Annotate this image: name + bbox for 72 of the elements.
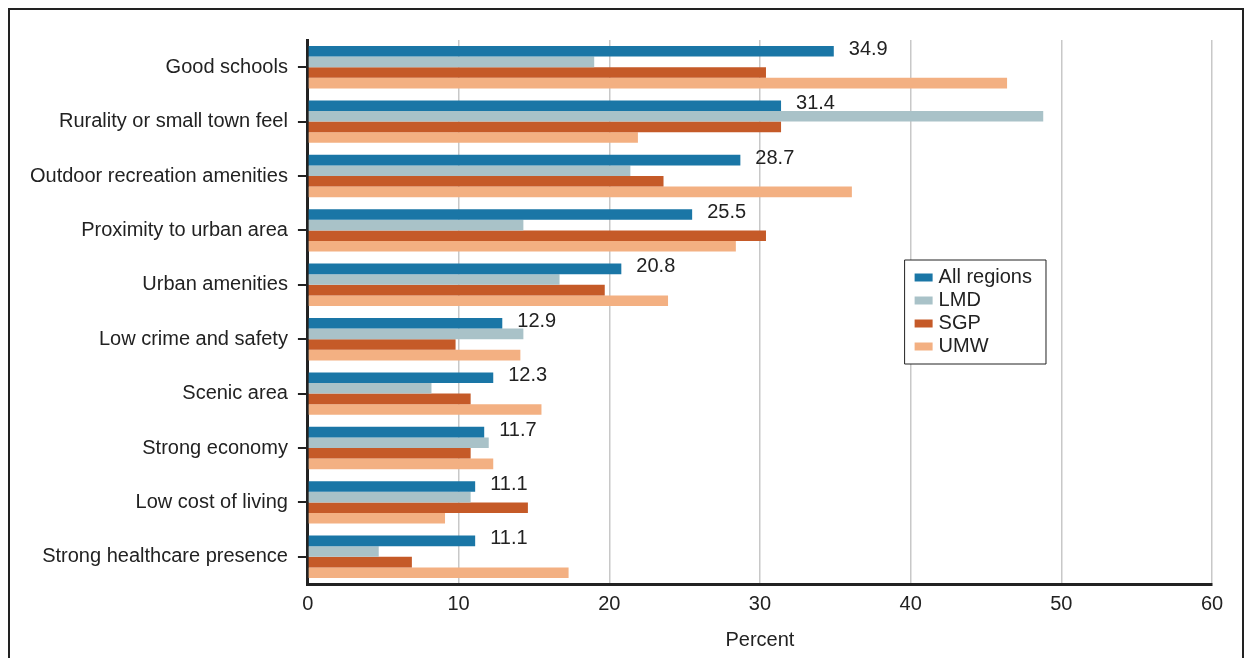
- bar: [308, 186, 852, 198]
- bar: [308, 372, 494, 383]
- bar: [308, 165, 631, 176]
- bar: [308, 317, 503, 329]
- y-tick-label: Low cost of living: [135, 489, 288, 512]
- data-label: 25.5: [707, 200, 747, 222]
- y-tick-label: Proximity to urban area: [81, 217, 289, 240]
- y-tick-label: Scenic area: [182, 381, 289, 404]
- x-axis-title: Percent: [725, 627, 795, 650]
- bar: [308, 491, 471, 503]
- bar: [308, 284, 605, 296]
- y-tick-label: Rurality or small town feel: [58, 109, 288, 132]
- y-tick-label: Strong economy: [142, 435, 288, 458]
- legend-label: All regions: [938, 265, 1032, 288]
- bar: [308, 339, 456, 350]
- bar: [308, 209, 693, 220]
- bar: [308, 535, 476, 547]
- x-tick-label: 10: [447, 591, 470, 614]
- data-label: 12.3: [508, 363, 548, 386]
- bar: [308, 448, 471, 459]
- bar: [308, 132, 638, 143]
- bar: [308, 219, 524, 231]
- bar: [308, 100, 782, 111]
- bar: [308, 121, 782, 133]
- bar: [308, 110, 1044, 122]
- y-tick-label: Outdoor recreation amenities: [29, 163, 288, 186]
- bar: [308, 67, 766, 78]
- bar: [308, 154, 741, 166]
- y-tick-label: Urban amenities: [142, 272, 288, 295]
- bar: [308, 45, 834, 57]
- bar: [308, 556, 412, 568]
- x-tick-label: 0: [302, 591, 314, 614]
- y-tick-label: Good schools: [165, 54, 288, 77]
- bar: [308, 567, 569, 579]
- bar: [308, 328, 524, 340]
- bar: [308, 295, 669, 307]
- bar: [308, 263, 622, 275]
- x-tick-label: 50: [1050, 591, 1073, 614]
- x-tick-label: 30: [748, 591, 772, 614]
- x-tick-label: 40: [899, 591, 922, 614]
- data-label: 12.9: [517, 308, 557, 331]
- bar: [308, 274, 560, 285]
- x-tick-label: 60: [1200, 591, 1224, 614]
- bar: [308, 349, 521, 361]
- bar: [308, 437, 489, 448]
- y-tick-label: Strong healthcare presence: [42, 544, 288, 567]
- bar: [308, 241, 736, 252]
- bar: [308, 404, 542, 415]
- data-label: 20.8: [636, 254, 676, 277]
- bar: [308, 546, 379, 557]
- data-label: 11.1: [490, 472, 528, 494]
- data-label: 31.4: [796, 91, 835, 114]
- bar: [308, 176, 664, 187]
- bar: [308, 230, 766, 242]
- bar: [308, 458, 494, 470]
- bar: [308, 56, 595, 68]
- legend-label: LMD: [938, 288, 981, 311]
- legend-label: UMW: [938, 334, 989, 357]
- y-tick-label: Low crime and safety: [98, 326, 288, 349]
- bar: [308, 513, 446, 524]
- bar: [308, 426, 485, 438]
- data-label: 34.9: [848, 36, 888, 59]
- data-label: 11.1: [490, 526, 528, 549]
- bar: [308, 481, 476, 492]
- legend-label: SGP: [938, 311, 981, 334]
- bar: [308, 382, 432, 394]
- data-label: 28.7: [755, 145, 795, 168]
- bar: [308, 502, 528, 514]
- data-label: 11.7: [499, 417, 537, 440]
- bar: [308, 393, 471, 405]
- x-tick-label: 20: [598, 591, 621, 614]
- bar: [308, 77, 1008, 89]
